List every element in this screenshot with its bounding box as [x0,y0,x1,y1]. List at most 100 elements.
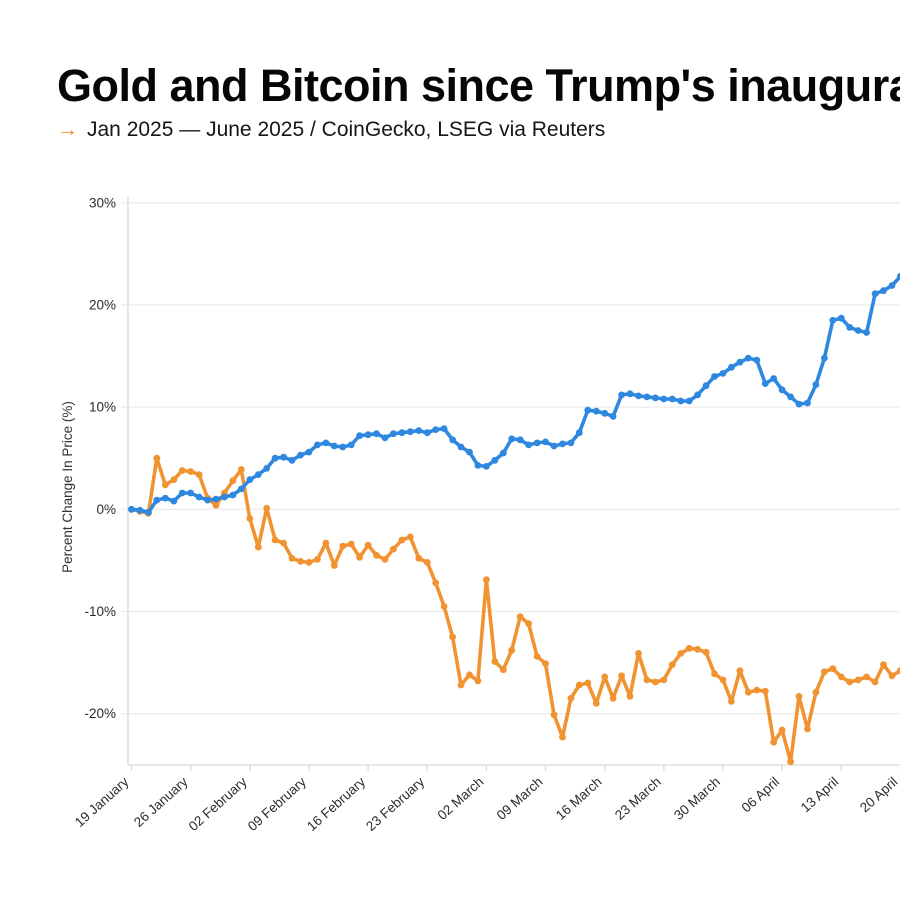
gold-point [382,434,389,441]
x-tick-label: 16 February [304,774,368,834]
x-tick-label: 26 January [131,774,191,830]
bitcoin-point [475,678,482,685]
bitcoin-point [179,467,186,474]
gold-point [889,282,896,289]
gold-point [762,380,769,387]
bitcoin-point [677,650,684,657]
x-tick-label: 30 March [671,774,723,823]
gold-point [728,364,735,371]
gold-point [542,439,549,446]
gold-point [829,317,836,324]
bitcoin-point [568,695,575,702]
bitcoin-point [880,661,887,668]
gold-point [796,401,803,408]
bitcoin-point [466,671,473,678]
bitcoin-point [728,698,735,705]
gold-point [348,442,355,449]
gold-point [196,494,203,501]
bitcoin-point [373,552,380,559]
gold-point [635,393,642,400]
gold-point [551,443,558,450]
gold-point [187,490,194,497]
bitcoin-point [441,603,448,610]
gold-point [686,398,693,405]
gold-point [458,444,465,451]
gold-point [365,431,372,438]
bitcoin-point [323,540,330,547]
gold-point [483,463,490,470]
gold-point [652,395,659,402]
bitcoin-point [483,576,490,583]
bitcoin-point [272,537,279,544]
gold-point [331,443,338,450]
gold-point [272,455,279,462]
bitcoin-point [339,543,346,550]
gold-point [162,495,169,502]
bitcoin-point [399,537,406,544]
bitcoin-point [610,695,617,702]
gold-point [855,327,862,334]
x-tick-label: 09 February [245,774,309,834]
gold-point [711,373,718,380]
gold-point [720,370,727,377]
gold-point [703,382,710,389]
gold-point [872,290,879,297]
x-tick-label: 13 April [798,774,842,815]
bitcoin-point [770,739,777,746]
gold-point [399,429,406,436]
bitcoin-point [720,677,727,684]
gold-point [323,440,330,447]
gold-point [838,315,845,322]
gold-point [204,497,211,504]
bitcoin-point [669,661,676,668]
gold-point [576,429,583,436]
bitcoin-point [424,559,431,566]
bitcoin-point [762,688,769,695]
gold-point [880,287,887,294]
bitcoin-point [508,647,515,654]
bitcoin-point [644,677,651,684]
bitcoin-point [415,555,422,562]
bitcoin-point [213,502,220,509]
bitcoin-point [407,534,414,541]
bitcoin-point [280,540,287,547]
gold-point [694,392,701,399]
gold-point [289,457,296,464]
gold-point [677,398,684,405]
bitcoin-point [593,700,600,707]
bitcoin-line [132,458,900,762]
gold-point [314,442,321,449]
gold-point [297,452,304,459]
bitcoin-point [525,620,532,627]
bitcoin-point [382,556,389,563]
gold-point [306,449,313,456]
gold-point [601,410,608,417]
bitcoin-point [306,559,313,566]
bitcoin-point [170,476,177,483]
bitcoin-point [559,734,566,741]
gold-point [356,432,363,439]
gold-point [660,396,667,403]
bitcoin-point [449,634,456,641]
bitcoin-point [829,665,836,672]
gold-point [770,375,777,382]
bitcoin-point [348,541,355,548]
bitcoin-point [162,481,169,488]
gold-point [415,427,422,434]
gold-point [128,506,135,513]
x-tick-label: 19 January [72,774,132,830]
bitcoin-point [187,468,194,475]
gold-point [525,442,532,449]
x-tick-label: 23 February [363,774,427,834]
gold-point [221,494,228,501]
bitcoin-point [458,682,465,689]
gold-point [230,492,237,499]
bitcoin-point [694,646,701,653]
gold-point [466,449,473,456]
bitcoin-point [660,677,667,684]
gold-point [441,425,448,432]
x-tick-label: 02 March [435,774,487,823]
gold-point [846,324,853,331]
gold-point [475,462,482,469]
